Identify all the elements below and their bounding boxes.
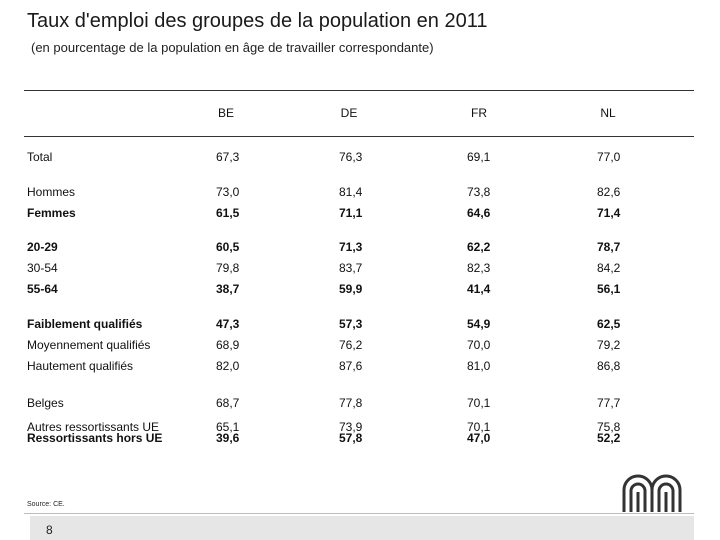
- row-label: Moyennement qualifiés: [27, 338, 151, 352]
- footer-bar: [30, 516, 694, 540]
- column-header-de: DE: [340, 106, 358, 120]
- cell-value: 81,4: [339, 185, 363, 199]
- cell-value: 75,8: [597, 420, 621, 434]
- row-label: Belges: [27, 396, 64, 410]
- cell-value: 73,8: [467, 185, 491, 199]
- page-number: 8: [46, 523, 53, 537]
- source-note: Source: CE.: [27, 501, 65, 508]
- cell-value: 68,7: [216, 396, 240, 410]
- row-label: Total: [27, 150, 53, 164]
- column-header-nl: NL: [600, 106, 616, 120]
- cell-value: 57,8: [339, 431, 363, 445]
- cell-value: 84,2: [597, 261, 621, 275]
- cell-value: 82,0: [216, 359, 240, 373]
- cell-value: 70,0: [467, 338, 491, 352]
- cell-value: 71,1: [339, 206, 363, 220]
- cell-value: 82,3: [467, 261, 491, 275]
- cell-value: 77,0: [597, 150, 621, 164]
- cell-value: 41,4: [467, 282, 491, 296]
- cell-value: 71,3: [339, 240, 363, 254]
- table-header: BE DE FR NL: [24, 90, 694, 137]
- cell-value: 82,6: [597, 185, 621, 199]
- cell-value: 59,9: [339, 282, 363, 296]
- cell-value: 65,1: [216, 420, 240, 434]
- cell-value: 77,8: [339, 396, 363, 410]
- row-label: 30-54: [27, 261, 58, 275]
- cell-value: 76,3: [339, 150, 363, 164]
- cell-value: 47,0: [467, 431, 491, 445]
- page-title: Taux d'emploi des groupes de la populati…: [27, 10, 488, 32]
- cell-value: 86,8: [597, 359, 621, 373]
- cell-value: 38,7: [216, 282, 240, 296]
- cell-value: 56,1: [597, 282, 621, 296]
- cell-value: 83,7: [339, 261, 363, 275]
- cell-value: 70,1: [467, 420, 491, 434]
- cell-value: 62,2: [467, 240, 491, 254]
- cell-value: 87,6: [339, 359, 363, 373]
- cell-value: 60,5: [216, 240, 240, 254]
- cell-value: 47,3: [216, 317, 240, 331]
- cell-value: 39,6: [216, 431, 240, 445]
- row-label: Femmes: [27, 206, 76, 220]
- cell-value: 79,8: [216, 261, 240, 275]
- column-header-be: BE: [217, 106, 235, 120]
- cell-value: 71,4: [597, 206, 621, 220]
- cell-value: 77,7: [597, 396, 621, 410]
- cell-value: 69,1: [467, 150, 491, 164]
- cell-value: 73,0: [216, 185, 240, 199]
- row-label: 20-29: [27, 240, 58, 254]
- cell-value: 54,9: [467, 317, 491, 331]
- cell-value: 61,5: [216, 206, 240, 220]
- row-label: Hommes: [27, 185, 76, 199]
- row-label: Faiblement qualifiés: [27, 317, 143, 331]
- row-label: 55-64: [27, 282, 58, 296]
- page-subtitle: (en pourcentage de la population en âge …: [31, 40, 434, 55]
- institution-logo-icon: [622, 474, 682, 512]
- cell-value: 76,2: [339, 338, 363, 352]
- column-header-fr: FR: [471, 106, 487, 120]
- cell-value: 52,2: [597, 431, 621, 445]
- cell-value: 73,9: [339, 420, 363, 434]
- cell-value: 68,9: [216, 338, 240, 352]
- cell-value: 79,2: [597, 338, 621, 352]
- cell-value: 67,3: [216, 150, 240, 164]
- cell-value: 64,6: [467, 206, 491, 220]
- cell-value: 78,7: [597, 240, 621, 254]
- row-label: Hautement qualifiés: [27, 359, 134, 373]
- cell-value: 57,3: [339, 317, 363, 331]
- cell-value: 62,5: [597, 317, 621, 331]
- cell-value: 70,1: [467, 396, 491, 410]
- footer-divider: [24, 513, 694, 514]
- row-label: Ressortissants hors UE: [27, 431, 163, 445]
- cell-value: 81,0: [467, 359, 491, 373]
- row-label: Autres ressortissants UE: [27, 420, 160, 434]
